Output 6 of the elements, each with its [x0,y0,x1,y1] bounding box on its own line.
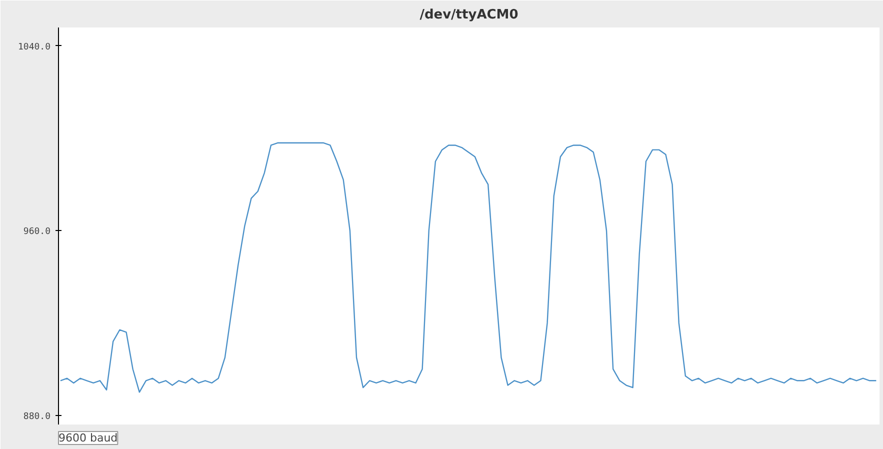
y-tick-label: 1040.0 [18,42,51,52]
text: 9600 baud [58,432,118,444]
y-tick-label: 880.0 [23,412,50,422]
line-series [60,142,877,393]
chart-title: /dev/ttyACM0 [420,8,518,22]
y-tick-label: 960.0 [23,227,50,238]
